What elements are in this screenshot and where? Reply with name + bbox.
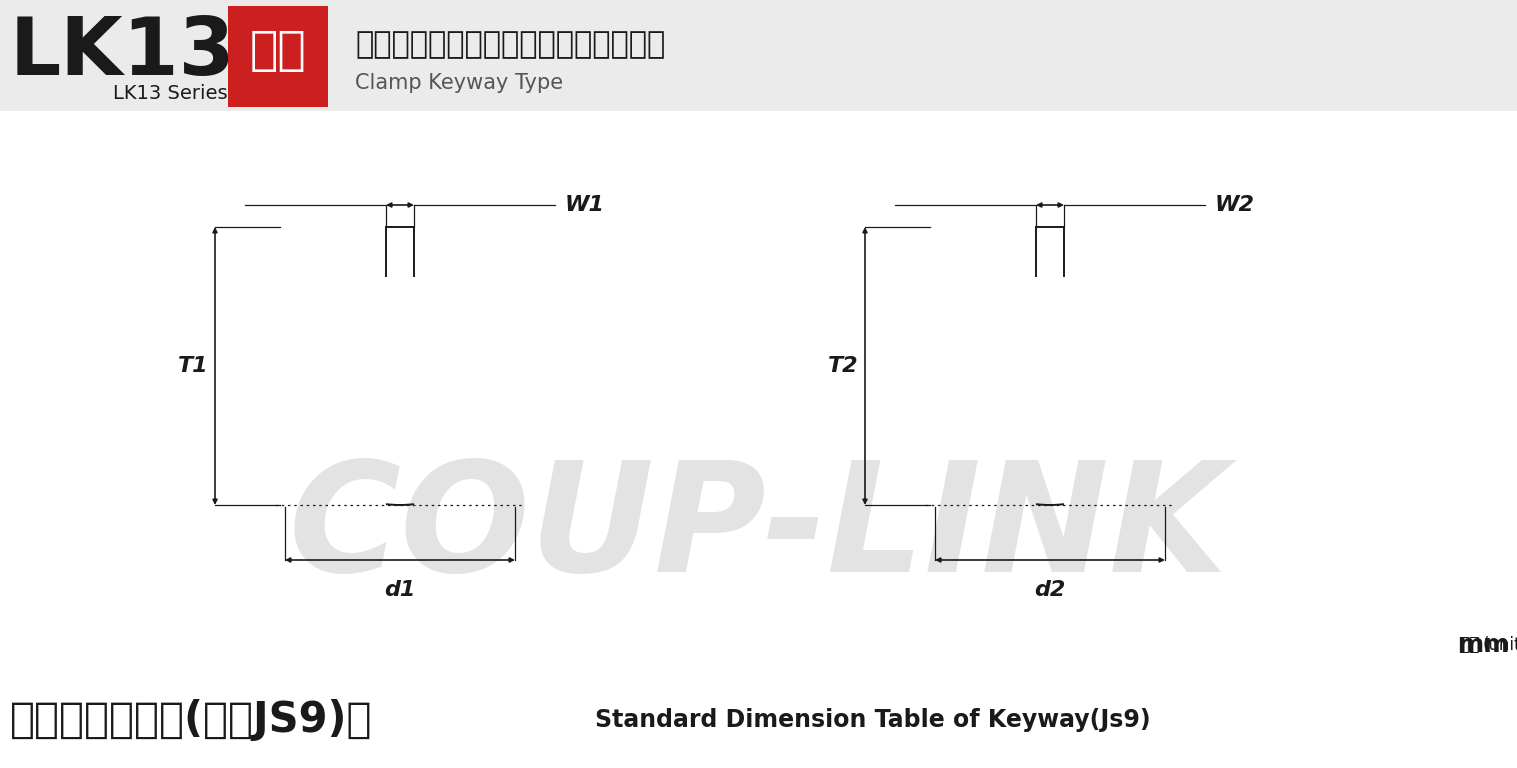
Text: 键槽标准尺寸表(国标JS9)：: 键槽标准尺寸表(国标JS9)： (11, 699, 373, 741)
Text: T2: T2 (828, 356, 859, 376)
Text: COUP-LINK: COUP-LINK (288, 455, 1227, 604)
Text: W1: W1 (564, 195, 605, 215)
Text: Standard Dimension Table of Keyway(Js9): Standard Dimension Table of Keyway(Js9) (595, 708, 1150, 732)
Text: mm: mm (1458, 633, 1509, 657)
Text: T1: T1 (177, 356, 208, 376)
Text: Clamp Keyway Type: Clamp Keyway Type (355, 73, 563, 93)
Bar (0, 0, 1517, 111)
Text: LK13: LK13 (11, 15, 235, 92)
Text: LK13 Series: LK13 Series (112, 84, 228, 103)
Text: 系列: 系列 (250, 28, 306, 74)
Text: W2: W2 (1215, 195, 1255, 215)
Text: (unit)：: (unit)： (1484, 636, 1517, 654)
Bar (228, 6, 328, 107)
Text: d1: d1 (384, 580, 416, 600)
Text: 选项：夹紧螺丝加键槽固定，键槽尺寸: 选项：夹紧螺丝加键槽固定，键槽尺寸 (355, 30, 666, 59)
Text: d2: d2 (1035, 580, 1065, 600)
Text: 单位: 单位 (1458, 636, 1481, 654)
